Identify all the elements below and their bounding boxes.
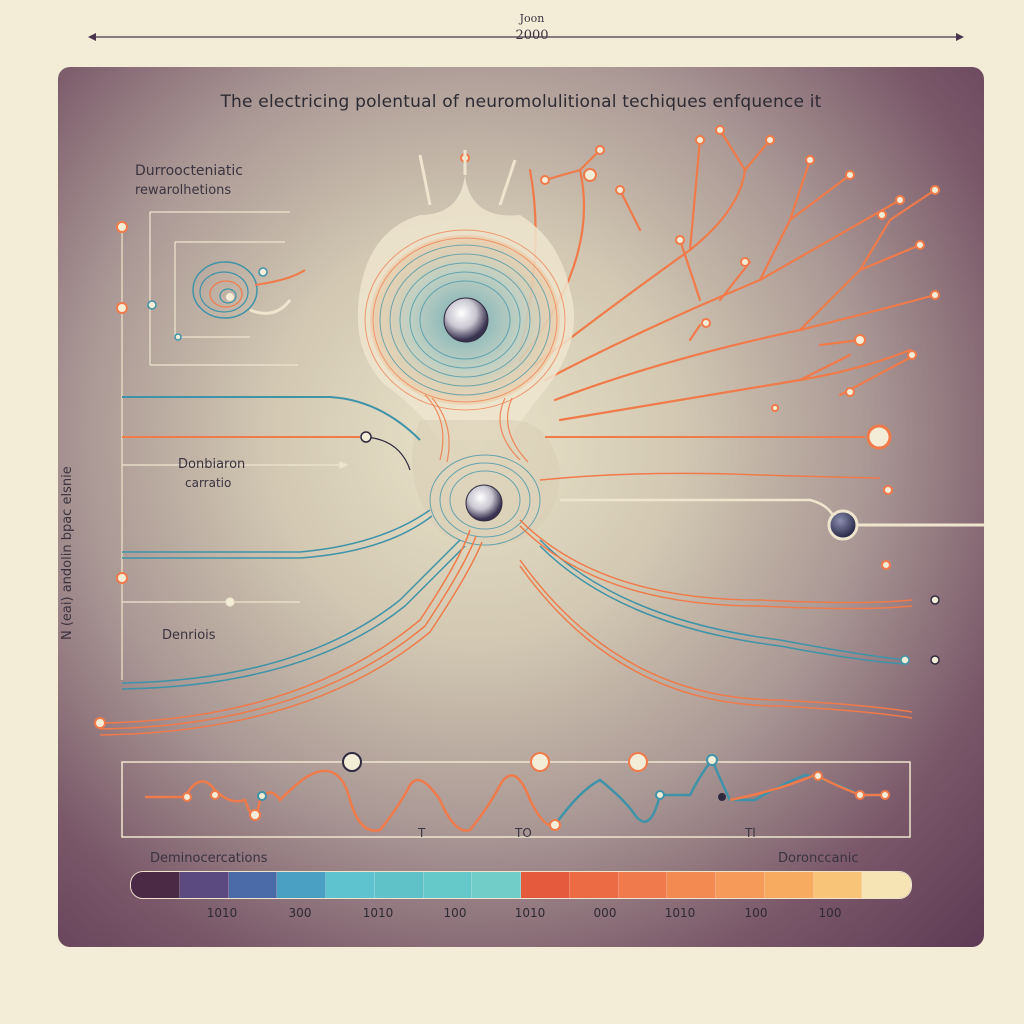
lower-fibers-teal [121,509,906,690]
annotation-lines [122,461,349,607]
axon-hillock [412,420,560,547]
legend-label-left: Deminocercations [150,851,268,866]
upper-left-label-line2: rewarolhetions [135,183,232,198]
color-scale-swatch [618,872,668,898]
timeline-label-end: Tl [745,826,756,840]
scale-tick-label: 100 [818,906,842,920]
scale-tick-label: 300 [288,906,312,920]
lower-fibers-orange [99,472,913,736]
upper-left-label-line1: Durroocteniatic [135,163,243,179]
scale-tick-label: 100 [443,906,467,920]
top-scale-label-bottom: 2000 [515,28,549,43]
color-scale-swatch [179,872,229,898]
soma [357,150,575,440]
color-scale-swatch [326,872,375,898]
color-scale-swatch [472,872,521,898]
color-scale-swatch [764,872,814,898]
neck-fibers [424,394,529,463]
left-input-fibers [122,396,421,471]
color-scale-swatch [374,872,424,898]
top-scale-line [88,33,964,41]
timeline-label-to: TO [515,826,532,840]
scale-tick-label: 1010 [362,906,394,920]
color-scale-swatch [277,872,326,898]
panel-title: The electricing polentual of neuromoluli… [220,92,822,112]
timeline [121,752,911,838]
dendrite-tree [518,128,937,422]
top-scale-label-top: Joon [519,12,545,25]
scale-tick-label: 1010 [664,906,696,920]
color-scale-swatch [862,872,911,898]
color-scale-swatch [716,872,765,898]
top-scale: Joon 2000 [0,0,1024,60]
upper-left-bracket [147,211,298,366]
scale-tick-label: 1010 [514,906,546,920]
color-scale-swatch [813,872,863,898]
scale-tick-label: 000 [593,906,617,920]
color-scale-bar [130,871,912,899]
middle-left-label-line2: carratio [185,476,232,490]
middle-left-label-line1: Donbiaron [178,457,246,472]
lower-left-label: Denriois [162,628,216,643]
legend-label-right: Doronccanic [778,851,859,866]
color-scale-swatch [131,872,180,898]
timeline-label-t1: T [418,826,426,840]
color-scale-swatch [423,872,473,898]
color-scale-swatch [228,872,278,898]
color-scale-swatch [667,872,716,898]
vertical-axis-label: N (eai) andolin bpac elsnie [60,466,75,640]
left-axis [116,221,128,680]
color-scale-swatch [569,872,619,898]
right-terminals [94,424,985,729]
scale-tick-label: 1010 [206,906,238,920]
scale-tick-label: 100 [744,906,768,920]
small-cell-icon [192,261,306,319]
color-scale-swatch [521,872,570,898]
